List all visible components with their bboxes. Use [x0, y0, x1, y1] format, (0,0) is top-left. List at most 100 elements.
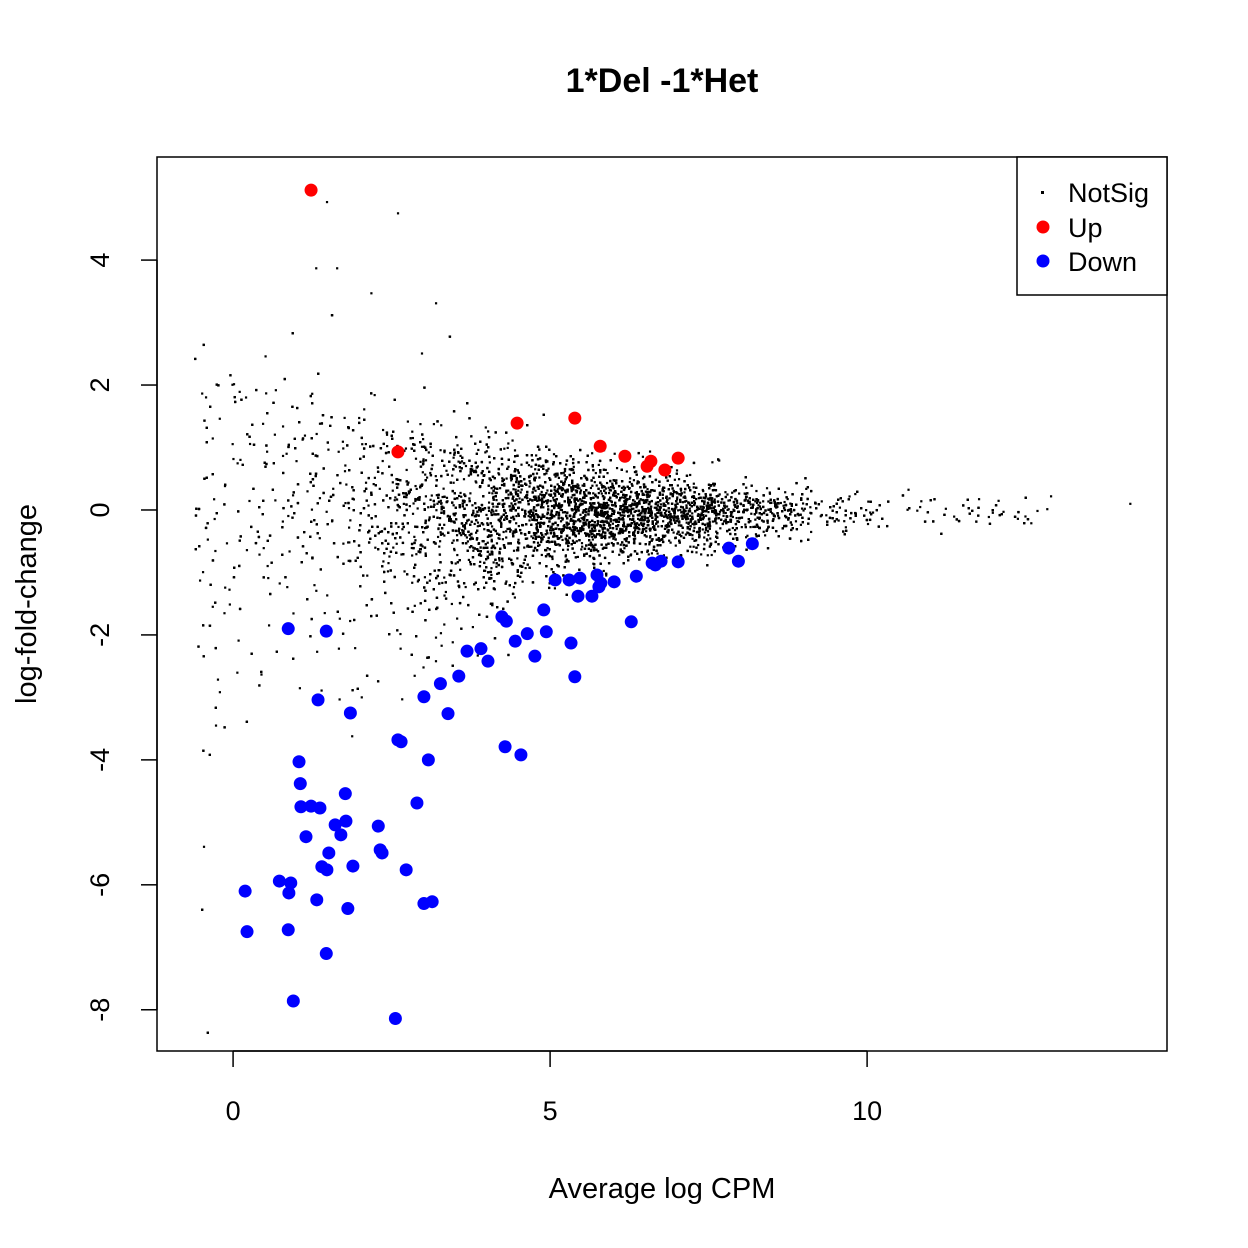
notsig-point: [579, 492, 582, 495]
notsig-point: [754, 533, 758, 536]
notsig-point: [460, 495, 463, 498]
notsig-point: [755, 489, 758, 493]
notsig-point: [621, 531, 624, 534]
notsig-point: [361, 443, 364, 446]
notsig-point: [490, 546, 493, 550]
notsig-point: [661, 497, 665, 500]
notsig-point: [548, 541, 551, 544]
notsig-point: [285, 452, 288, 455]
notsig-point: [225, 542, 229, 545]
notsig-point: [653, 506, 656, 509]
notsig-point: [709, 537, 712, 540]
notsig-point: [458, 586, 461, 589]
notsig-point: [919, 505, 922, 509]
notsig-point: [553, 488, 556, 491]
notsig-point: [473, 522, 476, 526]
notsig-point: [731, 515, 734, 519]
notsig-point: [553, 504, 556, 507]
notsig-point: [563, 523, 566, 527]
notsig-point: [669, 541, 672, 544]
notsig-point: [790, 523, 793, 526]
notsig-point: [668, 497, 671, 500]
notsig-point: [513, 449, 517, 452]
notsig-point: [464, 464, 468, 468]
notsig-point: [528, 519, 531, 522]
notsig-point: [479, 546, 482, 549]
notsig-point: [425, 476, 429, 479]
notsig-point: [310, 508, 314, 511]
notsig-point: [707, 510, 710, 514]
notsig-point: [514, 488, 517, 491]
notsig-point: [722, 514, 725, 517]
notsig-point: [501, 538, 504, 541]
notsig-point: [318, 422, 322, 425]
notsig-point: [601, 513, 604, 516]
notsig-point: [530, 545, 533, 548]
notsig-point: [465, 503, 468, 507]
notsig-point: [245, 549, 249, 552]
notsig-point: [692, 545, 695, 548]
notsig-point: [341, 440, 344, 443]
notsig-point: [610, 530, 613, 534]
notsig-point: [674, 544, 677, 547]
notsig-point: [647, 553, 650, 556]
notsig-point: [659, 503, 663, 506]
notsig-point: [736, 505, 739, 508]
notsig-point: [434, 660, 438, 663]
notsig-point: [579, 489, 583, 492]
notsig-point: [500, 521, 503, 524]
notsig-point: [266, 450, 269, 453]
notsig-point: [512, 488, 515, 491]
notsig-point: [647, 503, 650, 506]
notsig-point: [497, 537, 500, 540]
notsig-point: [295, 460, 298, 463]
notsig-point: [479, 560, 482, 563]
notsig-point: [562, 471, 565, 474]
notsig-point: [493, 487, 497, 490]
notsig-point: [786, 497, 789, 501]
notsig-point: [537, 497, 540, 500]
notsig-point: [405, 496, 408, 499]
notsig-point: [450, 602, 453, 606]
notsig-point: [587, 508, 590, 511]
notsig-point: [342, 542, 345, 545]
notsig-point: [641, 528, 644, 532]
notsig-point: [591, 452, 594, 455]
notsig-point: [736, 502, 739, 505]
notsig-point: [705, 508, 708, 511]
notsig-point: [617, 493, 620, 496]
notsig-point: [443, 534, 446, 537]
notsig-point: [528, 480, 531, 483]
notsig-point: [367, 504, 370, 507]
notsig-point: [303, 434, 307, 437]
notsig-point: [589, 486, 593, 490]
notsig-point: [628, 480, 631, 484]
notsig-point: [358, 416, 361, 420]
notsig-point: [476, 521, 480, 524]
notsig-point: [424, 473, 427, 476]
notsig-point: [540, 553, 543, 557]
notsig-point: [546, 553, 549, 556]
notsig-point: [709, 504, 712, 507]
notsig-point: [587, 543, 590, 546]
notsig-point: [697, 543, 700, 547]
notsig-point: [472, 546, 475, 549]
notsig-point: [869, 511, 872, 514]
notsig-point: [401, 698, 404, 701]
notsig-point: [474, 471, 478, 474]
notsig-point: [517, 538, 520, 541]
notsig-point: [731, 491, 734, 494]
notsig-point: [628, 497, 631, 500]
notsig-point: [490, 567, 493, 570]
notsig-point: [366, 574, 369, 577]
notsig-point: [351, 735, 354, 738]
notsig-point: [338, 617, 341, 620]
notsig-point: [612, 544, 615, 547]
notsig-point: [345, 483, 348, 486]
notsig-point: [415, 553, 418, 556]
notsig-point: [698, 493, 701, 496]
notsig-point: [656, 504, 660, 507]
notsig-point: [599, 512, 602, 516]
notsig-point: [472, 549, 475, 552]
